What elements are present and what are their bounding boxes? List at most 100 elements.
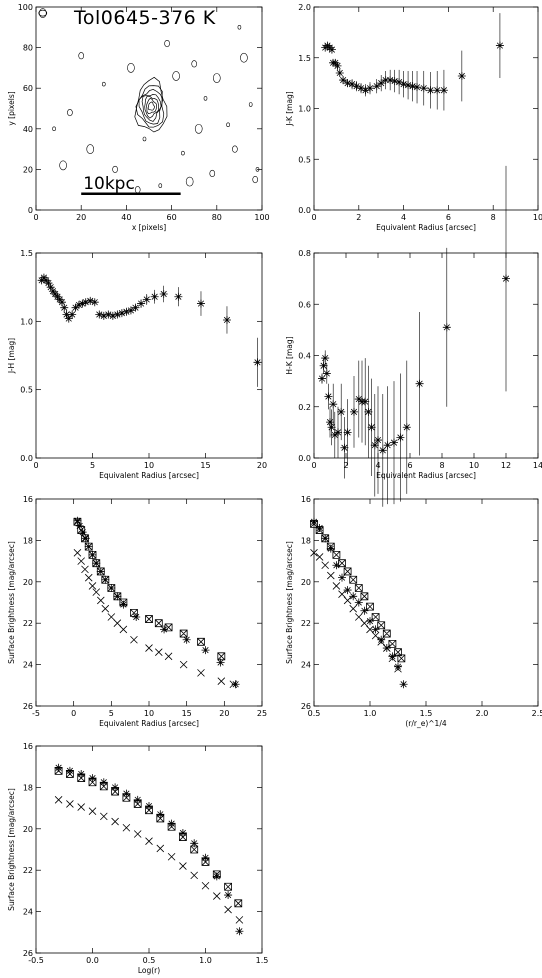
- y-tick-label: 20: [23, 578, 33, 587]
- noise-contour: [203, 96, 208, 101]
- data-point-square: [156, 814, 165, 823]
- noise-contour: [240, 52, 248, 63]
- data-point-cross: [197, 669, 205, 677]
- data-point-asterisk: [371, 625, 380, 634]
- data-point-asterisk: [339, 76, 348, 85]
- data-point-asterisk: [212, 872, 221, 881]
- data-point-asterisk: [337, 407, 346, 416]
- data-point-asterisk: [137, 299, 146, 308]
- data-point-cross: [84, 573, 93, 582]
- y-tick-label: 22: [23, 619, 33, 628]
- corner-contour: [38, 9, 48, 17]
- y-axis-label: y [pixels]: [7, 91, 16, 125]
- data-point-cross: [107, 613, 116, 621]
- data-point-asterisk: [457, 72, 466, 81]
- data-point-asterisk: [377, 635, 386, 644]
- y-tick-label: 24: [301, 661, 311, 670]
- data-point-asterisk: [419, 84, 428, 93]
- x-tick-label: 15: [182, 709, 192, 718]
- data-point-square: [122, 793, 131, 802]
- data-point-square: [179, 629, 188, 638]
- y-tick-label: 24: [23, 908, 33, 917]
- x-tick-label: 0: [311, 213, 316, 222]
- data-point-square: [397, 654, 406, 663]
- data-point-square: [88, 778, 97, 787]
- y-tick-label: 26: [23, 702, 33, 711]
- data-point-asterisk: [86, 296, 95, 305]
- data-point-asterisk: [150, 292, 159, 301]
- y-tick-label: 24: [23, 661, 33, 670]
- data-point-asterisk: [390, 77, 399, 86]
- data-point-asterisk: [327, 423, 336, 432]
- data-point-asterisk: [75, 521, 84, 530]
- data-point-asterisk: [68, 310, 77, 319]
- data-point-asterisk: [413, 83, 422, 92]
- y-tick-label: 0.0: [298, 206, 311, 215]
- data-point-cross: [77, 803, 85, 811]
- data-point-asterisk: [119, 600, 128, 609]
- data-point-asterisk: [354, 598, 363, 607]
- data-point-cross: [235, 916, 244, 924]
- x-tick-label: 0: [33, 213, 38, 222]
- data-point-square: [349, 575, 358, 584]
- data-point-asterisk: [64, 314, 73, 323]
- data-point-cross: [229, 680, 238, 689]
- data-point-asterisk: [402, 423, 411, 432]
- data-point-square: [145, 806, 153, 815]
- data-point-asterisk: [335, 68, 344, 77]
- data-point-asterisk: [99, 311, 108, 320]
- data-point-square: [73, 517, 82, 526]
- x-tick-label: 5: [109, 709, 114, 718]
- y-tick-label: 0.5: [298, 155, 311, 164]
- data-point-asterisk: [350, 407, 358, 416]
- data-point-cross: [66, 800, 74, 808]
- data-point-asterisk: [216, 658, 225, 667]
- data-point-cross: [179, 862, 187, 870]
- data-point-square: [81, 534, 89, 543]
- x-tick-label: -5: [32, 709, 40, 718]
- y-axis-label: Surface Brightness [mag/arcsec]: [285, 541, 294, 664]
- x-tick-label: 2: [356, 213, 361, 222]
- y-tick-label: 40: [23, 125, 33, 134]
- data-point-cross: [338, 590, 346, 599]
- data-point-cross: [388, 654, 397, 663]
- data-point-asterisk: [390, 438, 398, 447]
- y-tick-label: 2.0: [298, 3, 311, 12]
- y-axis-label: Surface Brightness [mag/arcsec]: [7, 788, 16, 911]
- data-point-asterisk: [343, 428, 352, 437]
- plot-frame: [313, 6, 539, 211]
- data-point-square: [366, 602, 374, 611]
- sb_log-panel: -0.5 0.0 0.5 1.0 1.5 16 18 20 22 24 26 Log(r) Surfac…: [7, 742, 268, 975]
- data-point-square: [371, 613, 380, 621]
- x-tick-label: 1.5: [420, 709, 433, 718]
- data-point-asterisk: [122, 789, 131, 798]
- x-axis-label: Log(r): [138, 966, 160, 975]
- x-tick-label: 14: [533, 461, 542, 470]
- y-tick-label: 60: [23, 84, 33, 93]
- data-point-asterisk: [182, 635, 191, 644]
- data-point-asterisk: [95, 310, 104, 319]
- data-point-cross: [81, 565, 89, 574]
- data-point-cross: [101, 604, 110, 613]
- data-point-cross: [164, 652, 173, 661]
- data-point-asterisk: [159, 290, 168, 298]
- plot-frame: [35, 252, 263, 459]
- data-point-cross: [92, 588, 101, 596]
- data-point-asterisk: [142, 295, 151, 304]
- data-point-asterisk: [404, 81, 413, 90]
- data-point-square: [119, 598, 128, 607]
- x-axis-label: Equivalent Radius [arcsec]: [376, 223, 476, 232]
- data-point-asterisk: [131, 303, 140, 312]
- data-point-asterisk: [364, 407, 373, 416]
- y-tick-label: 1.0: [20, 317, 33, 326]
- data-point-cross: [145, 644, 153, 652]
- contour-line: [144, 95, 160, 119]
- data-point-asterisk: [361, 86, 370, 95]
- x-axis-label: Equivalent Radius [arcsec]: [99, 719, 199, 728]
- data-point-asterisk: [348, 80, 357, 89]
- x-tick-label: 0: [33, 461, 38, 470]
- data-point-cross: [343, 596, 352, 605]
- x-axis-label: x [pixels]: [132, 223, 166, 232]
- y-tick-label: 0.6: [298, 300, 311, 309]
- data-point-asterisk: [383, 441, 392, 450]
